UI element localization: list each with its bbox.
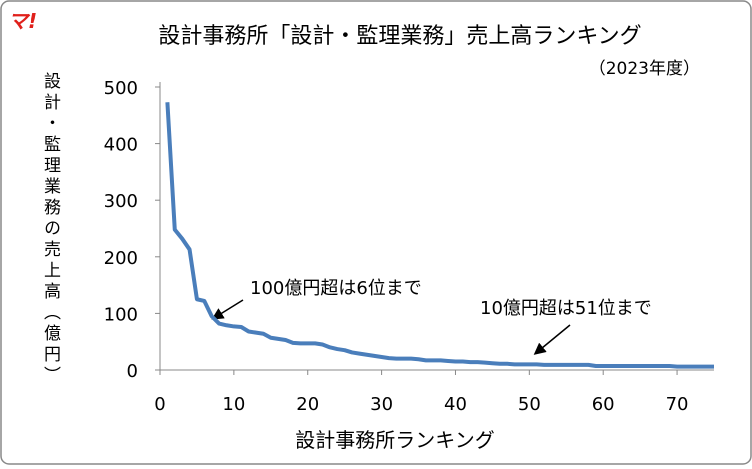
- x-axis-label: 設計事務所ランキング: [295, 428, 494, 452]
- y-tick-label: 200: [104, 248, 138, 269]
- x-tick-label: 40: [444, 394, 467, 415]
- x-tick-label: 30: [370, 394, 393, 415]
- chart-title: 設計事務所「設計・監理業務」売上高ランキング: [158, 24, 641, 49]
- y-tick-label: 300: [104, 191, 138, 212]
- chart-subtitle: （2023年度）: [589, 59, 700, 79]
- y-tick-label: 100: [104, 304, 138, 325]
- annotation: 10億円超は51位まで: [480, 298, 652, 319]
- y-tick-label: 500: [104, 78, 138, 99]
- y-tick-label: 0: [127, 361, 138, 382]
- annotation-arrow: [211, 299, 244, 320]
- data-line: [165, 102, 714, 369]
- x-tick-label: 0: [154, 394, 165, 415]
- x-tick-label: 60: [592, 394, 615, 415]
- annotation-arrow: [533, 324, 571, 355]
- y-tick-label: 400: [104, 135, 138, 156]
- logo: マ!: [8, 9, 37, 33]
- y-axis-label: 設計・監理業務の売上高（億円）: [40, 72, 61, 387]
- annotation: 100億円超は6位まで: [250, 278, 422, 299]
- x-tick-label: 50: [518, 394, 541, 415]
- x-tick-label: 20: [296, 394, 319, 415]
- x-tick-label: 70: [666, 394, 689, 415]
- x-tick-label: 10: [222, 394, 245, 415]
